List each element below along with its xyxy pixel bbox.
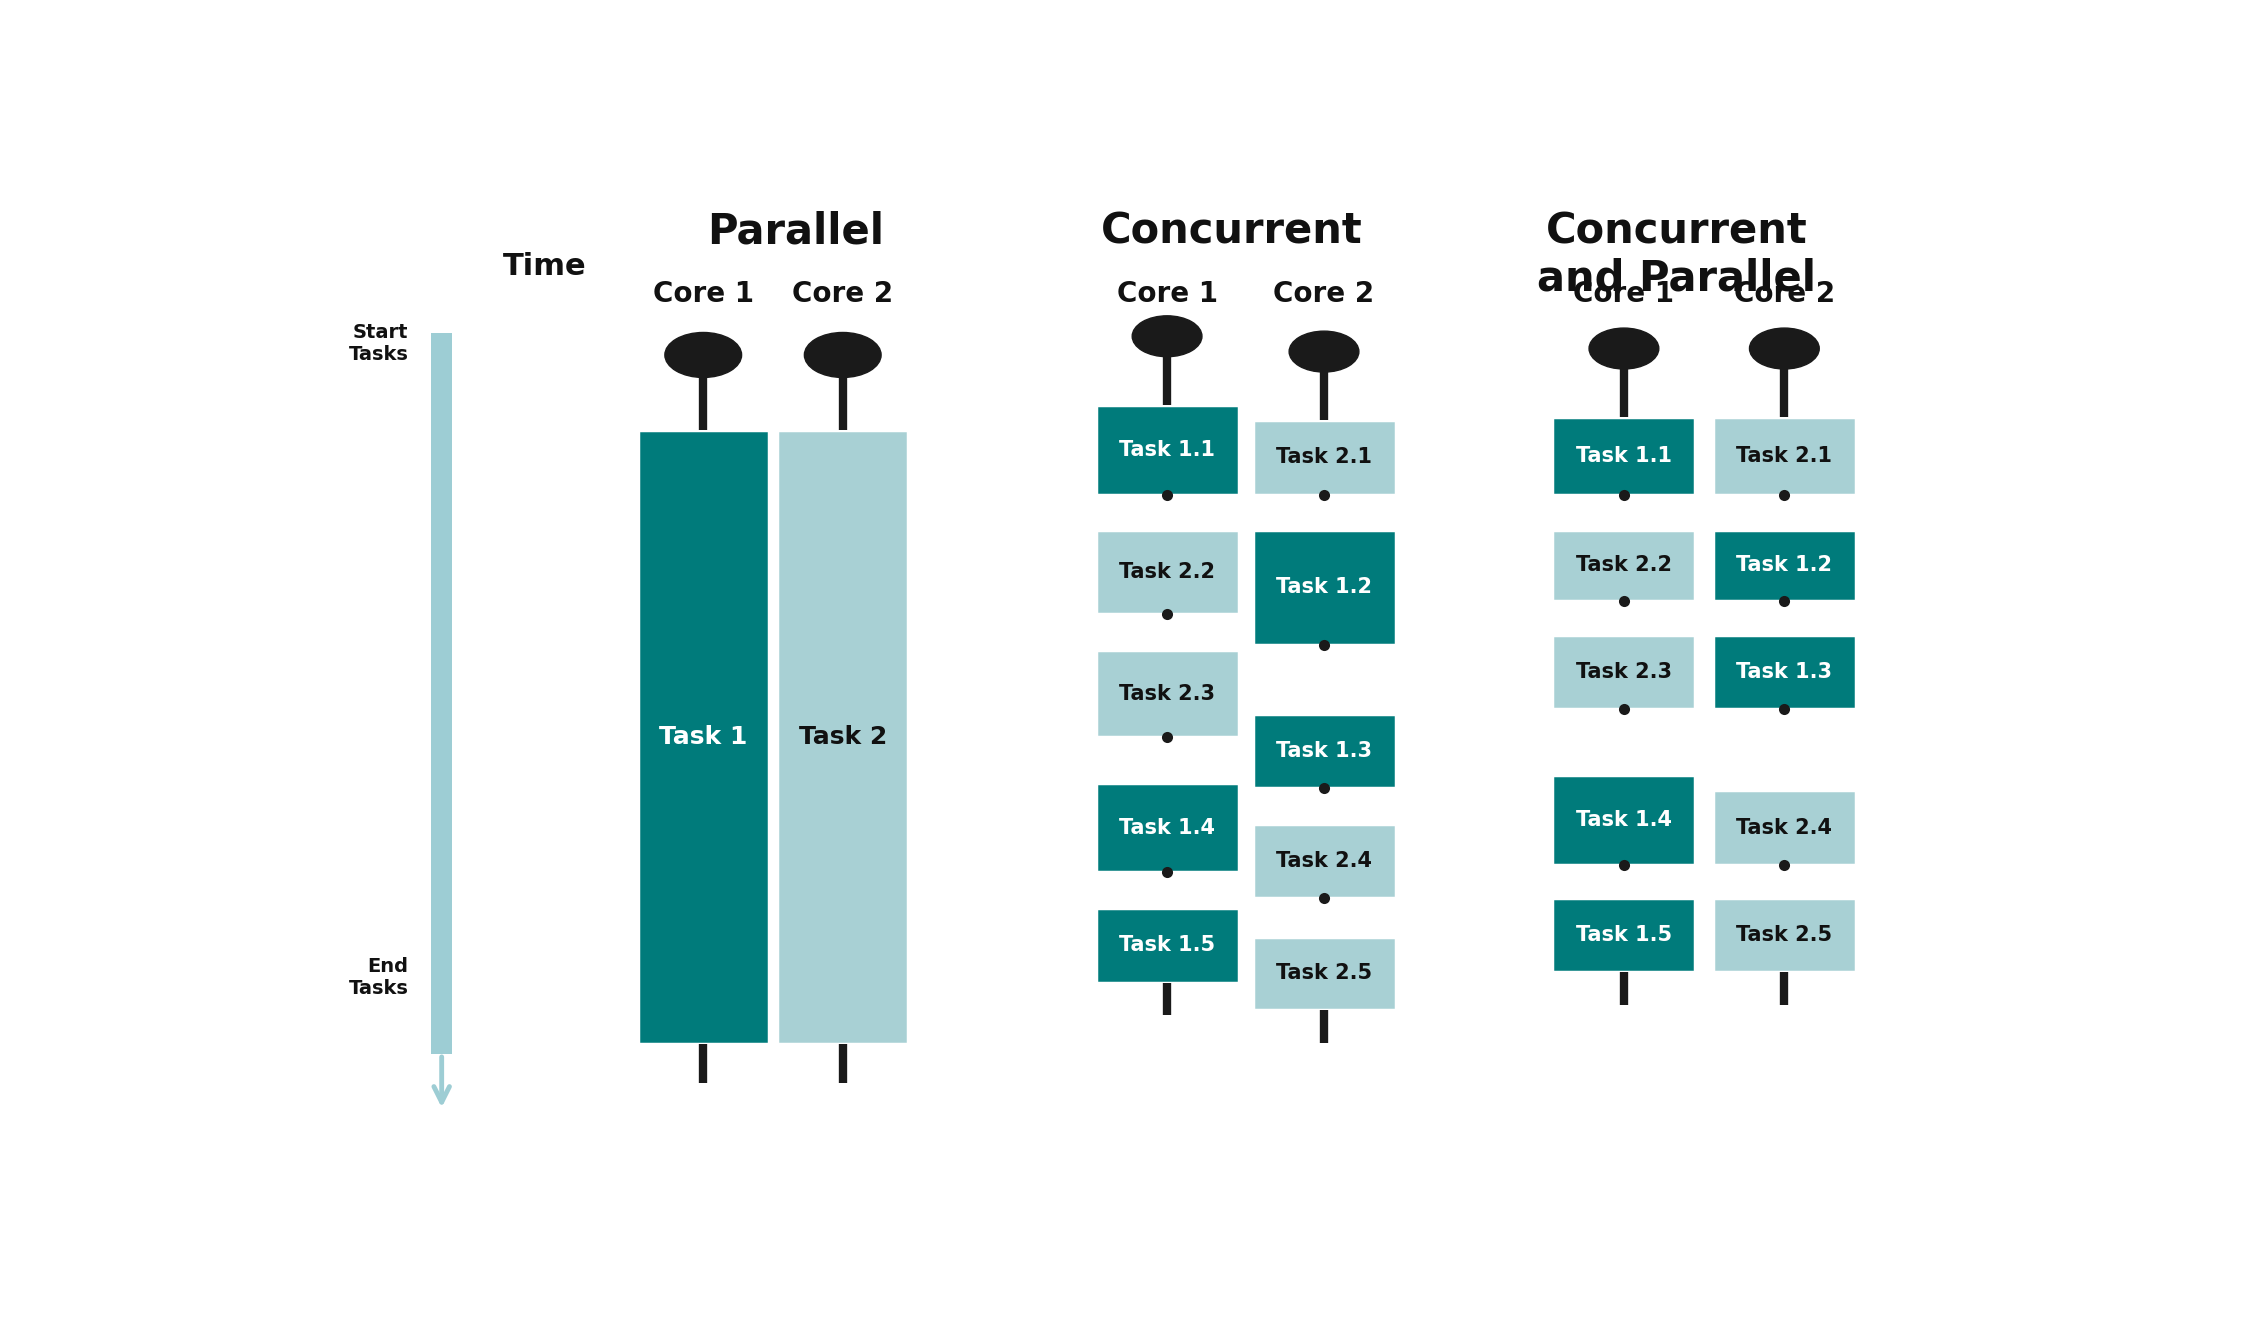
Bar [776,430,909,1044]
Bar [1096,908,1238,983]
Bar [1096,530,1238,615]
Text: Task 1.1: Task 1.1 [1118,440,1215,459]
Text: Concurrent: Concurrent [1100,210,1364,252]
Text: Task 1: Task 1 [659,725,747,749]
Text: Core 1: Core 1 [1573,280,1674,308]
Text: Task 1.5: Task 1.5 [1118,935,1215,955]
Text: Core 2: Core 2 [792,280,893,308]
Text: Task 1.3: Task 1.3 [1737,663,1831,683]
Bar [1552,530,1696,602]
Bar [637,430,770,1044]
Circle shape [1132,316,1202,357]
Text: Core 1: Core 1 [652,280,754,308]
Text: Core 2: Core 2 [1273,280,1375,308]
Bar [1253,420,1395,495]
Bar [1253,823,1395,898]
Text: Start
Tasks: Start Tasks [349,323,410,364]
Text: Time: Time [502,252,587,282]
Bar [1712,790,1856,865]
Text: Task 2.4: Task 2.4 [1737,818,1831,838]
Bar [1712,417,1856,495]
Bar [1552,635,1696,709]
Circle shape [1750,328,1820,369]
Text: Task 2.3: Task 2.3 [1118,684,1215,704]
Text: Task 2: Task 2 [799,725,887,749]
Text: Task 1.3: Task 1.3 [1276,741,1372,761]
Bar [1552,417,1696,495]
Bar [1552,776,1696,865]
Text: Task 1.5: Task 1.5 [1575,926,1672,946]
Circle shape [806,332,882,377]
Text: End
Tasks: End Tasks [349,957,410,997]
Bar [1712,530,1856,602]
Text: Task 1.2: Task 1.2 [1276,578,1372,598]
Text: Concurrent
and Parallel: Concurrent and Parallel [1537,210,1816,299]
Text: Parallel: Parallel [706,210,884,252]
Text: Task 2.2: Task 2.2 [1575,555,1672,575]
Bar [1712,635,1856,709]
Text: Task 1.4: Task 1.4 [1575,810,1672,830]
Bar [1712,898,1856,972]
Bar [432,333,452,1054]
Circle shape [1588,328,1658,369]
Circle shape [666,332,743,377]
Bar [1253,530,1395,645]
Bar [1096,405,1238,495]
Text: Task 1.2: Task 1.2 [1737,555,1831,575]
Text: Task 2.1: Task 2.1 [1737,446,1831,466]
Text: Task 2.5: Task 2.5 [1737,926,1831,946]
Bar [1253,713,1395,789]
Text: Task 1.4: Task 1.4 [1118,818,1215,838]
Text: Task 2.4: Task 2.4 [1276,851,1372,871]
Bar [1552,898,1696,972]
Text: Task 2.3: Task 2.3 [1575,663,1672,683]
Text: Core 2: Core 2 [1735,280,1836,308]
Text: Core 1: Core 1 [1116,280,1217,308]
Text: Task 2.1: Task 2.1 [1276,448,1372,467]
Text: Task 2.2: Task 2.2 [1118,562,1215,582]
Circle shape [1289,331,1359,372]
Bar [1096,784,1238,872]
Text: Task 2.5: Task 2.5 [1276,963,1372,983]
Bar [1096,651,1238,737]
Bar [1253,936,1395,1011]
Text: Task 1.1: Task 1.1 [1575,446,1672,466]
